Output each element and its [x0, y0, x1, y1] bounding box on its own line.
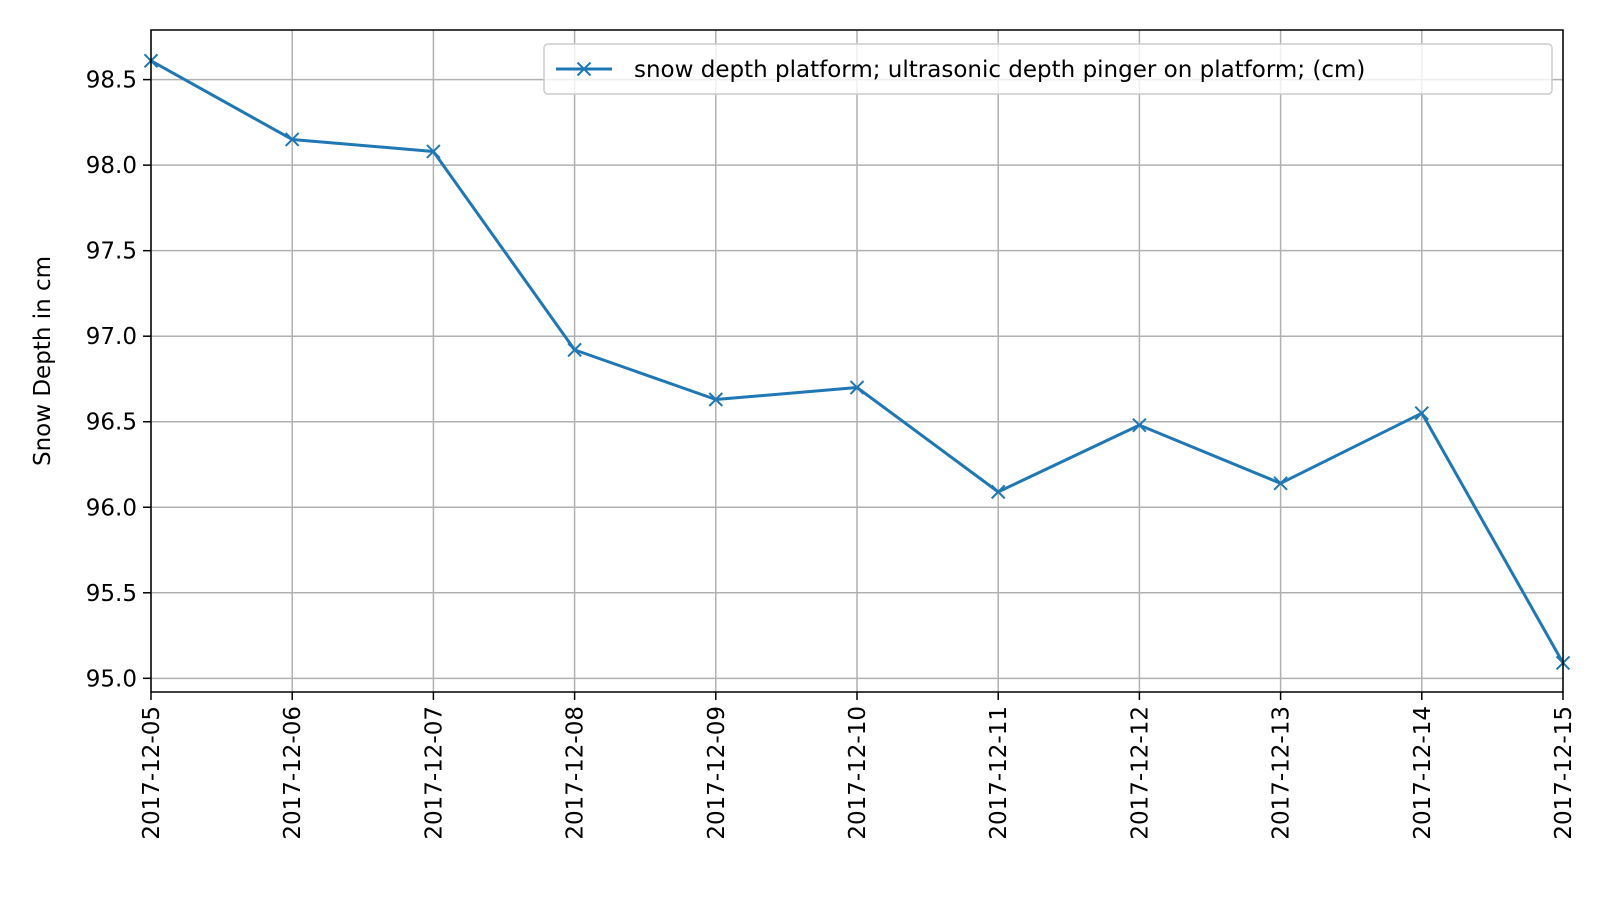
x-tick-label: 2017-12-13 [1269, 706, 1295, 840]
data-point-marker [284, 132, 300, 147]
x-tick-label: 2017-12-10 [845, 706, 871, 840]
legend: snow depth platform; ultrasonic depth pi… [543, 43, 1553, 95]
x-tick-label: 2017-12-06 [280, 706, 306, 840]
y-axis-label: Snow Depth in cm [30, 256, 56, 466]
data-point-marker [1414, 405, 1430, 421]
data-point-marker [1132, 417, 1147, 433]
x-tick-label: 2017-12-07 [421, 706, 447, 840]
y-tick-label: 98.0 [86, 153, 137, 179]
x-tick-label: 2017-12-15 [1551, 706, 1577, 840]
y-tick-label: 97.0 [86, 324, 137, 350]
y-tick-label: 98.5 [86, 68, 137, 94]
y-tick-label: 97.5 [86, 239, 137, 265]
data-point-marker [708, 392, 724, 407]
data-point-marker [426, 144, 441, 159]
legend-box [543, 43, 1553, 95]
y-tick-label: 95.0 [86, 666, 137, 692]
data-point-marker [849, 380, 865, 395]
data-point-marker [1273, 476, 1288, 491]
x-tick-label: 2017-12-09 [704, 706, 730, 840]
axes: 2017-12-05 2017-12-06 2017-12-07 2017-12-08… [86, 68, 1577, 840]
x-tick-label: 2017-12-12 [1127, 706, 1153, 840]
x-tick-label: 2017-12-14 [1410, 706, 1436, 840]
y-tick-label: 96.0 [86, 495, 137, 521]
x-tick-label: 2017-12-05 [139, 706, 165, 840]
x-tick-label: 2017-12-11 [986, 706, 1012, 840]
data-point-marker [990, 484, 1006, 500]
legend-marker [576, 61, 592, 77]
y-tick-label: 96.5 [86, 410, 137, 436]
y-tick-label: 95.5 [86, 581, 137, 607]
x-tick-label: 2017-12-08 [563, 706, 589, 840]
legend-entry-label: snow depth platform; ultrasonic depth pi… [634, 57, 1365, 83]
data-point-marker [567, 342, 582, 358]
